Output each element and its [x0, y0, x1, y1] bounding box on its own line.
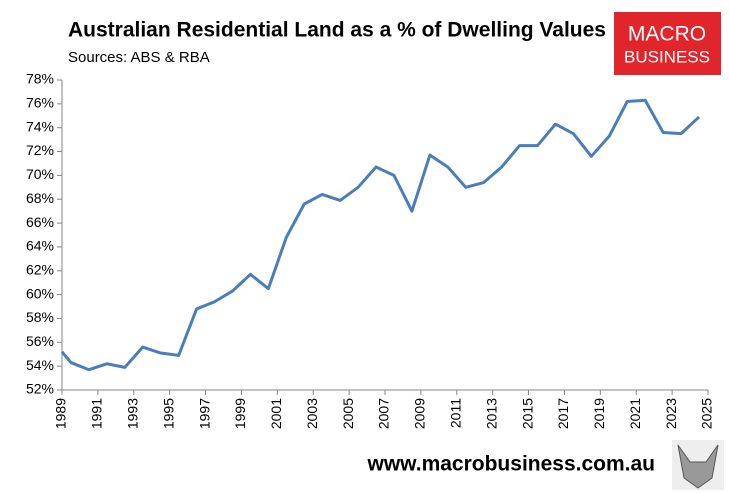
y-tick-label: 72%	[26, 142, 54, 158]
x-tick-label: 2003	[304, 398, 320, 429]
footer-url: www.macrobusiness.com.au	[367, 453, 655, 476]
chart-title: Australian Residential Land as a % of Dw…	[68, 19, 606, 42]
y-tick-label: 58%	[26, 309, 54, 325]
x-tick-label: 2019	[591, 398, 607, 429]
line-series	[60, 98, 701, 372]
y-tick-label: 54%	[26, 357, 54, 373]
y-tick-label: 68%	[26, 190, 54, 206]
fox-icon	[672, 440, 724, 490]
logo-text: MACRO	[628, 23, 706, 46]
y-tick-label: 56%	[26, 333, 54, 349]
logo-box	[614, 12, 721, 75]
x-tick-label: 1995	[160, 398, 176, 429]
y-tick-label: 52%	[26, 381, 54, 397]
x-tick-label: 2007	[376, 398, 392, 429]
x-tick-label: 2015	[519, 398, 535, 429]
x-tick-label: 2013	[483, 398, 499, 429]
x-tick-label: 1989	[53, 398, 69, 429]
x-tick-label: 1997	[196, 398, 212, 429]
y-tick-label: 62%	[26, 261, 54, 277]
chart-subtitle: Sources: ABS & RBA	[68, 49, 210, 66]
x-tick-label: 2025	[699, 398, 715, 429]
y-tick-label: 76%	[26, 95, 54, 111]
x-tick-label: 2009	[412, 398, 428, 429]
y-tick-label: 70%	[26, 166, 54, 182]
x-tick-label: 2021	[627, 398, 643, 429]
y-tick-label: 78%	[26, 71, 54, 87]
x-tick-label: 1993	[124, 398, 140, 429]
y-tick-label: 60%	[26, 285, 54, 301]
x-tick-label: 2001	[268, 398, 284, 429]
x-tick-label: 2023	[663, 398, 679, 429]
y-tick-label: 74%	[26, 118, 54, 134]
x-tick-label: 1999	[232, 398, 248, 429]
x-tick-label: 1991	[89, 398, 105, 429]
y-tick-label: 64%	[26, 238, 54, 254]
x-tick-label: 2011	[447, 398, 463, 428]
x-tick-label: 2005	[340, 398, 356, 429]
y-tick-label: 66%	[26, 214, 54, 230]
logo-text: BUSINESS	[624, 47, 710, 66]
x-tick-label: 2017	[555, 398, 571, 429]
